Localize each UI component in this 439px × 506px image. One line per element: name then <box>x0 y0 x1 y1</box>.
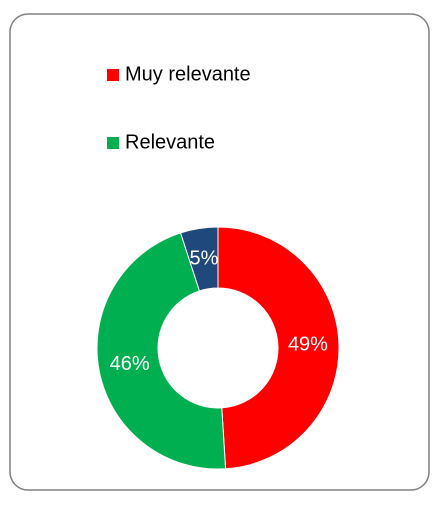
legend-label: Relevante <box>125 131 215 153</box>
legend-swatch <box>107 137 119 149</box>
donut-segment <box>217 226 340 470</box>
donut-segment <box>179 226 219 292</box>
data-label: 46% <box>110 353 150 375</box>
legend-label: Muy relevante <box>125 63 251 85</box>
donut-segment <box>96 232 227 470</box>
legend-swatch <box>107 69 119 81</box>
data-label: 49% <box>288 333 328 355</box>
data-label: 5% <box>189 247 218 269</box>
